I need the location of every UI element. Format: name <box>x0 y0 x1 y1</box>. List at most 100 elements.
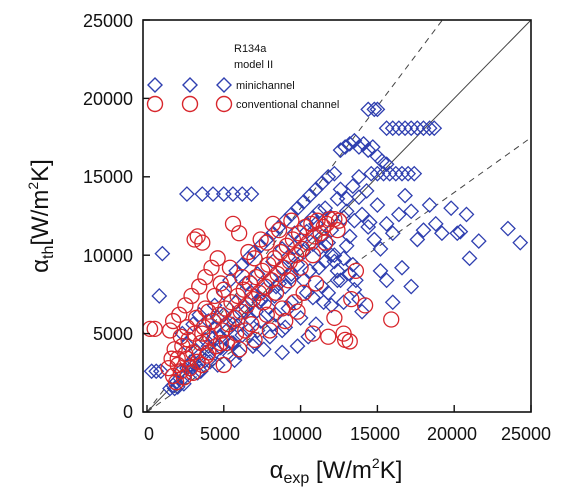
y-axis-unit-start: [W/m <box>27 190 54 246</box>
minichannel-point <box>295 272 312 289</box>
minichannel-point <box>189 364 206 381</box>
conventional-channel-point <box>184 364 202 381</box>
conventional-channel-point <box>295 284 312 301</box>
y-tick-label: 10000 <box>83 246 133 266</box>
conventional-channel-point <box>304 247 322 264</box>
conventional-channel-point <box>198 347 216 364</box>
minichannel-point <box>363 165 380 182</box>
minichannel-point <box>188 342 205 359</box>
minichannel-point <box>289 338 306 355</box>
minichannel-point <box>234 256 251 273</box>
conventional-channel-point <box>356 297 374 314</box>
minichannel-point <box>329 262 346 279</box>
minichannel-point <box>397 187 413 204</box>
conventional-channel-point <box>223 294 240 311</box>
minichannel-point <box>415 120 432 137</box>
conventional-channel-point <box>277 312 294 330</box>
minichannel-point <box>337 139 354 155</box>
minichannel-point <box>390 206 407 223</box>
minichannel-point <box>209 357 226 373</box>
minichannel-point <box>351 291 367 308</box>
conventional-channel-point <box>283 212 300 229</box>
conventional-channel-point <box>224 215 242 232</box>
legend-marker-minichannel <box>147 77 232 93</box>
conventional-channel-point <box>343 290 360 308</box>
minichannel-point <box>409 231 426 248</box>
minichannel-point <box>225 186 241 202</box>
minichannel-point <box>366 231 383 248</box>
plot-frame <box>142 19 532 413</box>
minichannel-point <box>426 120 443 137</box>
minichannel-point <box>500 220 516 237</box>
minichannel-point <box>260 299 277 315</box>
x-axis-subscript: exp <box>283 470 309 487</box>
minichannel-point <box>154 245 171 262</box>
minichannel-point <box>295 193 312 210</box>
x-axis-symbol: α <box>270 457 284 484</box>
minichannel-point <box>162 380 178 397</box>
minichannel-point <box>335 294 352 311</box>
minichannel-point <box>292 310 309 326</box>
minichannel-point <box>320 284 337 301</box>
conventional-channel-point <box>254 262 271 280</box>
conventional-channel-point <box>227 325 245 342</box>
minichannel-point <box>308 181 324 198</box>
minichannel-point <box>185 358 201 375</box>
minichannel-point <box>374 153 390 170</box>
minichannel-point <box>329 272 346 289</box>
minichannel-point <box>301 187 318 204</box>
minichannel-point <box>421 120 438 137</box>
minichannel-point <box>277 212 294 229</box>
minichannel-point <box>205 186 221 202</box>
conventional-channel-point <box>261 322 279 339</box>
minichannel-point <box>143 363 160 380</box>
minichannel-point <box>315 294 332 311</box>
minichannel-point <box>351 139 367 155</box>
minichannel-point <box>355 135 372 152</box>
minichannel-point <box>326 253 343 270</box>
conventional-channel-point <box>209 250 226 267</box>
x-axis-unit-exponent: 2 <box>372 455 380 471</box>
minichannel-point <box>403 120 420 137</box>
conventional-channel-point <box>215 281 232 298</box>
conventional-channel-point <box>329 221 346 239</box>
conventional-channel-point <box>255 294 272 311</box>
minichannel-point <box>369 197 386 213</box>
minichannel-point <box>246 335 263 351</box>
conventional-channel-point <box>212 334 229 352</box>
conventional-channel-point <box>221 259 239 276</box>
conventional-channel-point <box>383 311 400 328</box>
conventional-channel-point <box>321 210 338 228</box>
minichannel-point <box>351 189 367 206</box>
minichannel-point <box>231 344 248 361</box>
conventional-channel-point <box>292 259 309 276</box>
minichannel-point <box>378 120 395 137</box>
conventional-channel-point <box>172 328 189 345</box>
legend-label-minichannel: minichannel <box>236 80 295 92</box>
conventional-channel-point <box>252 231 269 248</box>
conventional-channel-point <box>169 350 186 367</box>
minichannel-point <box>265 225 281 242</box>
minichannel-point <box>400 165 417 182</box>
minichannel-point <box>344 256 361 273</box>
conventional-channel-point <box>226 309 243 327</box>
minichannel-point <box>406 165 423 182</box>
minichannel-point <box>433 225 450 242</box>
minichannel-point <box>366 101 383 118</box>
minichannel-point <box>369 101 386 118</box>
minichannel-point <box>261 328 278 345</box>
minichannel-point <box>409 120 426 137</box>
minichannel-point <box>289 200 306 217</box>
conventional-channel-point <box>217 300 234 317</box>
minichannel-point <box>347 272 364 289</box>
conventional-channel-point <box>200 303 217 320</box>
minichannel-point <box>354 303 370 320</box>
minichannel-point <box>384 294 401 311</box>
x-tick-label: 25000 <box>501 424 551 444</box>
conventional-channel-point <box>204 312 222 330</box>
conventional-channel-point <box>260 256 277 273</box>
y-tick-label: 15000 <box>83 167 133 187</box>
y-axis-unit-end: K] <box>27 159 54 182</box>
conventional-channel-point <box>160 359 177 377</box>
